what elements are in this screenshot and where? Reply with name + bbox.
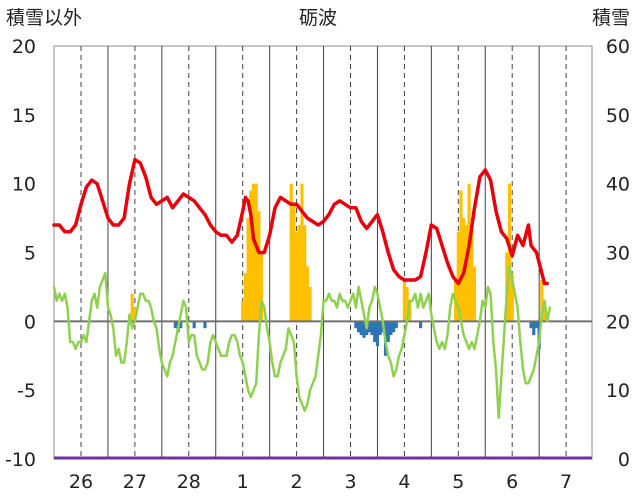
snowfall-bar bbox=[540, 280, 544, 322]
x-tick-label: 27 bbox=[123, 471, 147, 493]
precip-bar bbox=[375, 321, 380, 347]
x-tick-label: 4 bbox=[398, 471, 410, 493]
precip-bar bbox=[378, 321, 382, 336]
right-tick-label: 20 bbox=[606, 311, 630, 333]
precip-bar bbox=[356, 321, 361, 333]
precip-bar bbox=[389, 321, 393, 336]
snowfall-bar bbox=[259, 252, 264, 322]
left-tick-label: 0 bbox=[24, 311, 36, 333]
left-tick-label: 15 bbox=[12, 105, 36, 127]
precip-bar bbox=[529, 321, 533, 329]
snow_depth-line bbox=[52, 157, 549, 286]
right-tick-label: 0 bbox=[618, 449, 630, 471]
precip-bar bbox=[394, 321, 398, 329]
plot-area bbox=[53, 45, 593, 460]
left-tick-label: 10 bbox=[12, 174, 36, 196]
snowfall-bar bbox=[249, 190, 253, 322]
precip-bar bbox=[359, 321, 363, 336]
x-tick-label: 2 bbox=[291, 471, 303, 493]
left-axis-ticks: 20 15 10 5 0 -5 -10 bbox=[5, 36, 36, 471]
line-layer bbox=[52, 157, 552, 419]
snowfall-bar bbox=[464, 224, 468, 322]
snowfall-bar bbox=[289, 183, 293, 322]
precip-bar bbox=[386, 321, 390, 342]
chart-title: 砺波 bbox=[299, 7, 337, 29]
left-tick-label: -10 bbox=[5, 449, 36, 471]
x-tick-label: 6 bbox=[506, 471, 518, 493]
snowfall-bar bbox=[297, 224, 301, 322]
x-tick-label: 28 bbox=[177, 471, 201, 493]
snowfall-bar bbox=[305, 266, 309, 322]
snowfall-bar bbox=[459, 190, 463, 322]
snowfall-bar bbox=[254, 183, 258, 322]
snowfall-bar bbox=[300, 183, 304, 322]
snowfall-bar bbox=[542, 307, 547, 322]
left-tick-label: 5 bbox=[24, 243, 36, 265]
precip-bar bbox=[370, 321, 374, 336]
right-tick-label: 50 bbox=[606, 105, 630, 127]
precip-bar bbox=[418, 321, 423, 329]
temperature-line bbox=[52, 265, 552, 419]
snowfall-bar bbox=[510, 273, 514, 322]
snowfall-bar bbox=[472, 266, 477, 322]
precip-bar bbox=[192, 321, 196, 329]
left-axis-label: 積雪以外 bbox=[6, 7, 82, 29]
snowfall-bar bbox=[405, 286, 409, 322]
snowfall-bar bbox=[303, 224, 307, 322]
snowfall-bar bbox=[243, 273, 247, 322]
snowfall-bar bbox=[456, 231, 460, 322]
right-tick-label: 30 bbox=[606, 243, 630, 265]
snowfall-bar bbox=[133, 307, 137, 322]
precip-bar bbox=[173, 321, 177, 329]
snowfall-bar bbox=[246, 218, 250, 322]
snowfall-bar bbox=[130, 293, 134, 322]
snowfall-bar bbox=[402, 280, 406, 322]
precip-bar bbox=[532, 321, 536, 336]
precip-bar bbox=[367, 321, 371, 333]
snowfall-bar bbox=[470, 218, 474, 322]
x-tick-label: 5 bbox=[452, 471, 464, 493]
x-tick-label: 7 bbox=[560, 471, 572, 493]
snowfall-bar bbox=[408, 300, 412, 322]
snowfall-bar bbox=[292, 204, 296, 322]
precip-bar bbox=[354, 321, 358, 329]
right-tick-label: 60 bbox=[606, 36, 630, 58]
left-tick-label: 20 bbox=[12, 36, 36, 58]
gridlines bbox=[80, 46, 567, 459]
precip-bar bbox=[534, 321, 539, 329]
precip-bar bbox=[203, 321, 207, 329]
x-tick-label: 26 bbox=[69, 471, 93, 493]
snowfall-bar bbox=[251, 183, 256, 322]
right-tick-label: 40 bbox=[606, 174, 630, 196]
right-axis-label: 積雪 bbox=[592, 7, 630, 29]
x-tick-label: 1 bbox=[237, 471, 249, 493]
left-tick-label: -5 bbox=[17, 380, 36, 402]
precip-bar bbox=[362, 321, 366, 338]
snowfall-bar bbox=[257, 211, 261, 322]
x-tick-label: 3 bbox=[344, 471, 356, 493]
precip-bar bbox=[373, 321, 377, 342]
precip-bar bbox=[179, 321, 183, 329]
snowfall-bar bbox=[308, 286, 312, 322]
precip-bar bbox=[392, 321, 396, 333]
snowfall-bar bbox=[241, 300, 245, 322]
x-axis-ticks: 26 27 28 1 2 3 4 5 6 7 bbox=[69, 471, 572, 493]
right-axis-ticks: 60 50 40 30 20 10 0 bbox=[606, 36, 630, 471]
snowfall-bar bbox=[295, 231, 299, 322]
right-tick-label: 10 bbox=[606, 380, 630, 402]
